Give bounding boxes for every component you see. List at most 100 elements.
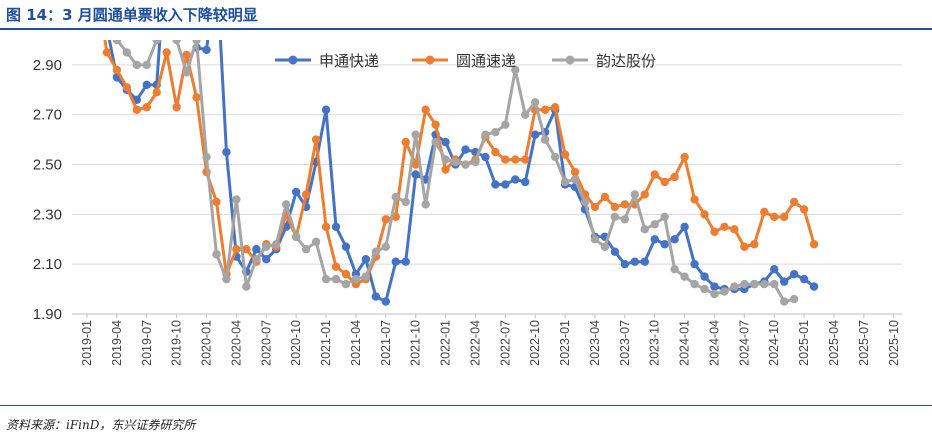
data-point [411, 130, 420, 139]
data-point [809, 240, 819, 249]
data-point [670, 235, 679, 244]
x-tick-label: 2019-01 [80, 320, 94, 366]
data-point [192, 40, 201, 45]
y-tick-label: 2.90 [33, 57, 62, 74]
series-line [103, 40, 816, 286]
y-tick-label: 2.10 [33, 256, 62, 273]
data-point [341, 269, 351, 279]
data-point [710, 289, 719, 299]
data-point [660, 240, 669, 249]
legend-swatch-marker [425, 55, 435, 65]
data-point [252, 245, 261, 254]
data-point [103, 30, 111, 32]
data-point [789, 269, 799, 279]
data-point [570, 167, 580, 177]
data-point [600, 192, 610, 202]
data-point [720, 287, 729, 296]
data-point [540, 135, 550, 144]
data-point [620, 259, 630, 269]
legend-swatch-marker [288, 55, 298, 65]
data-point [531, 130, 540, 139]
data-point [291, 232, 301, 241]
data-point [291, 187, 301, 197]
data-point [112, 40, 122, 45]
x-tick-label: 2023-04 [588, 320, 602, 366]
data-point [441, 165, 450, 174]
data-point [570, 175, 580, 184]
x-tick-label: 2021-07 [379, 320, 393, 366]
data-point [331, 222, 341, 232]
data-point [770, 279, 779, 289]
data-point [511, 155, 520, 164]
data-point [351, 274, 361, 284]
x-tick-label: 2023-01 [558, 320, 572, 366]
data-point [700, 210, 709, 219]
data-point [700, 284, 709, 294]
y-tick-label: 2.30 [33, 206, 62, 223]
x-tick-label: 2025-07 [857, 320, 871, 366]
data-point [252, 255, 261, 264]
data-point [610, 202, 620, 212]
data-point [361, 272, 371, 281]
x-tick-label: 2024-01 [678, 320, 692, 366]
data-point [740, 242, 749, 251]
data-point [491, 127, 500, 137]
data-point [620, 215, 630, 224]
data-point [481, 152, 490, 162]
data-point [232, 195, 241, 204]
data-point [690, 195, 699, 204]
data-point [760, 279, 769, 289]
data-point [521, 110, 530, 119]
data-point [192, 93, 201, 102]
data-point [690, 279, 699, 289]
axis-layer: 1.90 2.10 2.30 2.50 2.70 2.90 2019-01 2019-04 20… [33, 57, 902, 366]
data-point [212, 250, 221, 259]
data-point [421, 105, 430, 114]
data-point [301, 245, 311, 254]
data-point [780, 212, 789, 222]
data-point [341, 279, 351, 289]
data-point [501, 120, 510, 129]
series-line [107, 40, 815, 304]
data-point [760, 207, 769, 217]
data-point [361, 255, 371, 264]
data-point [670, 264, 679, 274]
data-point [371, 292, 381, 301]
data-point [680, 222, 689, 232]
data-point [282, 200, 291, 209]
data-point [401, 257, 410, 266]
data-point [142, 80, 151, 90]
x-tick-label: 2023-07 [618, 320, 632, 366]
x-tick-label: 2021-10 [409, 320, 423, 366]
data-point [331, 274, 341, 284]
data-point [122, 48, 132, 57]
data-point [710, 227, 719, 236]
data-point [780, 277, 789, 286]
x-tick-label: 2025-04 [827, 320, 841, 366]
data-point [471, 157, 480, 167]
data-point [222, 147, 231, 157]
data-point [789, 197, 799, 207]
data-point [381, 297, 390, 306]
data-point [122, 83, 132, 92]
figure-header: 图 14：3 月圆通单票收入下降较明显 [0, 0, 932, 30]
data-point [630, 190, 639, 199]
data-point [202, 45, 211, 55]
title-underline [0, 28, 932, 30]
data-point [381, 242, 390, 251]
x-tick-label: 2023-10 [648, 320, 662, 366]
data-point [242, 245, 251, 254]
data-point [301, 190, 311, 199]
x-tick-label: 2024-07 [737, 320, 751, 366]
source-note: 资料来源：iFinD，东兴证券研究所 [6, 418, 196, 432]
data-point [770, 212, 779, 222]
data-point [730, 282, 739, 291]
legend-label: 圆通速递 [456, 52, 516, 70]
x-tick-label: 2019-07 [140, 320, 154, 366]
x-tick-label: 2022-01 [439, 320, 453, 366]
data-point [511, 175, 520, 184]
x-tick-label: 2025-10 [887, 320, 901, 366]
data-point [381, 215, 390, 224]
data-point [630, 257, 639, 266]
data-point [142, 60, 151, 70]
